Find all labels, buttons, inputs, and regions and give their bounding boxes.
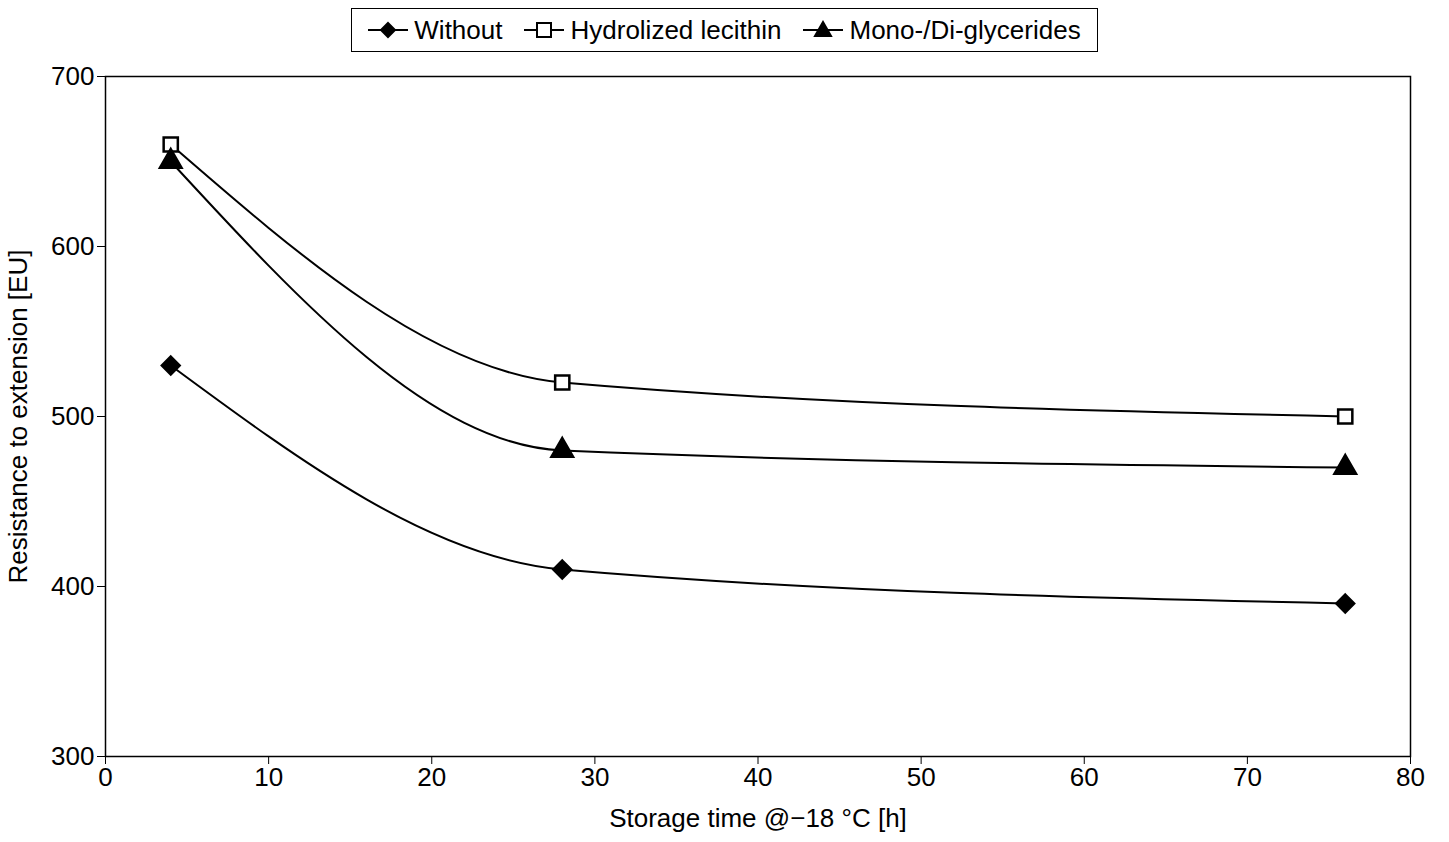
svg-text:600: 600: [51, 231, 94, 261]
svg-text:10: 10: [254, 762, 283, 792]
svg-text:50: 50: [907, 762, 936, 792]
svg-text:300: 300: [51, 741, 94, 771]
svg-text:Resistance to extension [EU]: Resistance to extension [EU]: [3, 250, 33, 584]
svg-text:30: 30: [580, 762, 609, 792]
svg-text:Storage time @−18 °C [h]: Storage time @−18 °C [h]: [609, 803, 907, 833]
svg-text:500: 500: [51, 401, 94, 431]
svg-text:60: 60: [1070, 762, 1099, 792]
html-text:Hydrolized lecithin: Hydrolized lecithin: [570, 14, 782, 45]
svg-text:70: 70: [1233, 762, 1262, 792]
svg-text:40: 40: [744, 762, 773, 792]
svg-text:80: 80: [1396, 762, 1425, 792]
html-text:Mono-/Di-glycerides: Mono-/Di-glycerides: [849, 14, 1081, 45]
svg-text:700: 700: [51, 61, 94, 91]
svg-text:20: 20: [417, 762, 446, 792]
svg-text:0: 0: [98, 762, 112, 792]
svg-text:400: 400: [51, 571, 94, 601]
html-text:Without: Without: [414, 14, 503, 45]
